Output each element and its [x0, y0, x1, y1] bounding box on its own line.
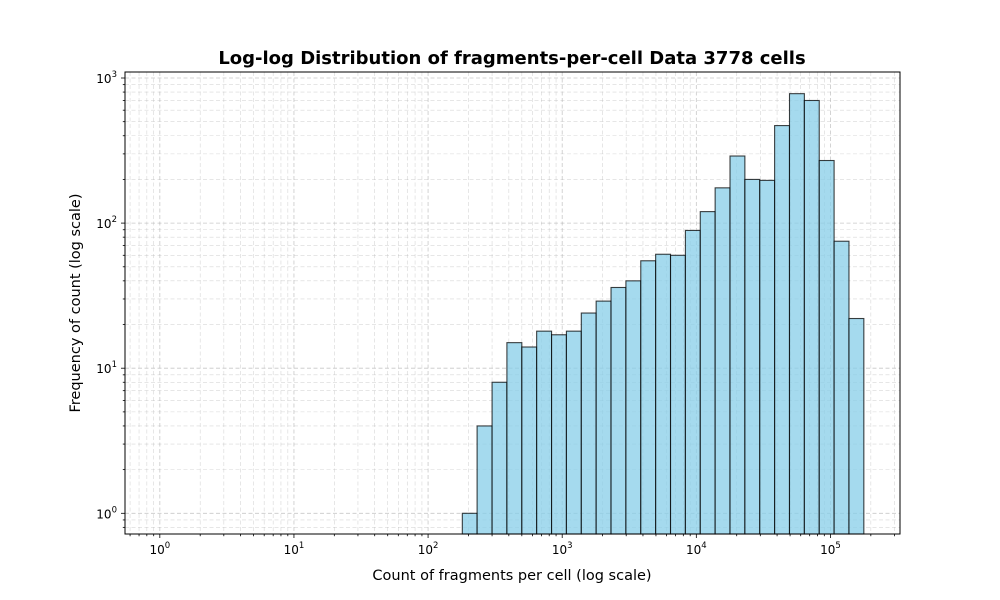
y-tick-label: 102	[96, 215, 117, 231]
histogram-bar	[655, 253, 672, 535]
histogram-bar	[699, 211, 716, 535]
histogram-bar	[476, 425, 493, 535]
chart-title: Log-log Distribution of fragments-per-ce…	[218, 48, 805, 69]
y-axis-label: Frequency of count (log scale)	[68, 193, 84, 412]
histogram-bar	[818, 159, 835, 535]
histogram-bar	[833, 240, 850, 535]
x-tick-label: 100	[149, 541, 170, 557]
histogram-bar	[744, 178, 761, 535]
histogram-bar	[774, 125, 791, 535]
histogram-bar	[506, 342, 523, 535]
y-tick-label: 103	[96, 70, 117, 86]
histogram-bar	[640, 260, 657, 535]
histogram-bar	[803, 99, 820, 535]
y-tick-label: 101	[96, 360, 117, 376]
histogram-bars	[461, 93, 865, 535]
histogram-bar	[551, 334, 567, 535]
histogram-bar	[461, 512, 478, 535]
histogram-bar	[669, 254, 686, 535]
x-tick-label: 103	[552, 541, 573, 557]
histogram-bar	[565, 330, 582, 535]
x-tick-label: 105	[820, 541, 841, 557]
histogram-bar	[848, 317, 865, 535]
x-tick-label: 102	[418, 541, 439, 557]
histogram-bar	[684, 229, 701, 535]
histogram-bar	[536, 330, 553, 535]
histogram-bar	[491, 381, 508, 535]
histogram-bar	[788, 93, 805, 535]
x-axis-label: Count of fragments per cell (log scale)	[372, 568, 651, 584]
histogram-bar	[521, 346, 538, 535]
histogram-bar	[595, 300, 612, 535]
histogram-bar	[610, 286, 627, 535]
axis-ticks: 100 101 102 103 104 105 100 101 102 103	[96, 70, 895, 557]
y-tick-label: 100	[96, 505, 117, 521]
x-tick-label: 101	[284, 541, 305, 557]
x-tick-label: 104	[686, 541, 707, 557]
axes-frame	[124, 71, 901, 535]
histogram-bar	[714, 187, 731, 535]
histogram-bar	[625, 280, 642, 535]
histogram-bar	[729, 155, 746, 535]
histogram-bar	[759, 179, 776, 535]
histogram-bar	[580, 312, 597, 535]
